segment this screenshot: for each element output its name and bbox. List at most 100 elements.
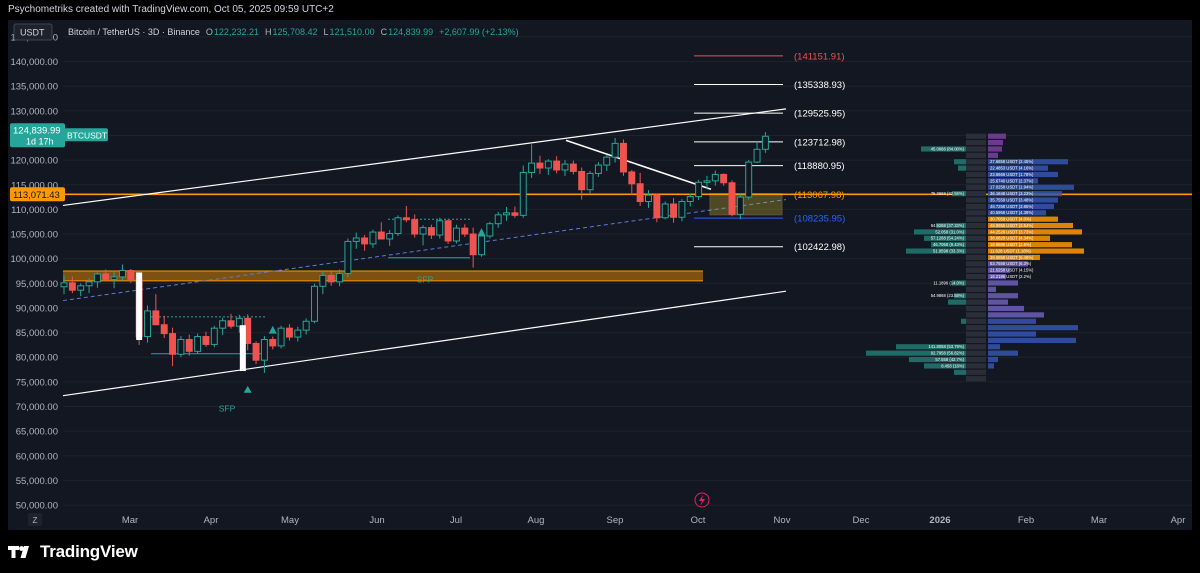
zoom-button <box>28 513 42 526</box>
candle-body <box>127 270 135 280</box>
candle-body <box>110 276 118 280</box>
y-tick-label: 55,000.00 <box>16 476 58 487</box>
vp-center-cell <box>966 203 986 209</box>
vp-center-cell <box>966 133 986 139</box>
candle-body <box>753 148 761 163</box>
candle-body <box>703 180 711 183</box>
vp-center-cell <box>966 286 986 292</box>
vp-right-label: 48.7258 USDT (3.85%) <box>990 204 1034 209</box>
vp-right-bar <box>988 133 1006 139</box>
vp-left-bar <box>924 235 966 241</box>
candle-body <box>761 135 769 150</box>
candles <box>60 132 769 374</box>
vp-right-bar <box>988 356 998 363</box>
candle-body <box>661 203 669 219</box>
y-tick-label: 90,000.00 <box>16 303 58 314</box>
highlight-candle <box>136 272 143 340</box>
vp-center-cell <box>966 363 986 369</box>
vp-left-bar <box>952 191 966 197</box>
candle-body <box>68 282 76 291</box>
vp-left-bar <box>961 318 966 324</box>
candle-body <box>402 217 410 221</box>
candle-body <box>611 142 619 158</box>
vp-left-bar <box>958 165 966 171</box>
candle-body <box>60 282 68 288</box>
vp-right-bar <box>988 222 1073 229</box>
vp-right-bar <box>988 242 1072 248</box>
x-tick-label: 2026 <box>929 515 950 526</box>
x-tick-label: Feb <box>1018 515 1034 526</box>
fib-label: (141151.91) <box>794 51 845 62</box>
vp-left-label: 54.9868 (23.58%) <box>931 293 965 298</box>
vp-left-label: 57.1268 (54.24%) <box>931 236 965 241</box>
last-price-badge <box>10 123 65 148</box>
vp-center-cell <box>966 242 986 248</box>
candle-body <box>452 227 460 242</box>
candle-body <box>419 227 427 235</box>
candle-body <box>728 182 736 215</box>
y-tick-label: 80,000.00 <box>16 353 58 364</box>
volume-profile-labels: 27.6858 USDT (2.45%) 22.4853 USDT (4.16%)… <box>928 146 1034 368</box>
close-value: 124,839.99 <box>388 27 433 37</box>
candle-body <box>177 338 185 355</box>
candle-body <box>369 231 377 245</box>
vp-center-cell <box>966 210 986 216</box>
sfp-label: SFP <box>417 274 434 284</box>
y-tick-label: 105,000.00 <box>10 230 58 241</box>
x-tick-label: Nov <box>774 515 791 526</box>
candle-body <box>736 196 744 215</box>
last-price-value: 124,839.99 <box>13 125 61 136</box>
vp-left-label: 141.8058 (53.79%) <box>928 344 964 349</box>
candle-body <box>361 237 369 245</box>
candle-body <box>586 172 594 191</box>
candle-body <box>528 162 536 173</box>
low-key: L <box>324 27 329 37</box>
candle-body <box>118 270 126 278</box>
vp-right-label: 39.0858 USDT (5.48%) <box>990 255 1034 260</box>
candle-body <box>319 274 327 287</box>
vp-left-label: 51.9598 (33.3%) <box>933 248 965 253</box>
x-tick-label: Apr <box>204 515 219 526</box>
candlestick-chart[interactable]: 145,000.00140,000.00135,000.00130,000.00… <box>8 20 1192 530</box>
vp-left-label: 11.1896 (14.0%) <box>933 280 964 285</box>
vp-center-cell <box>966 191 986 197</box>
x-tick-label: Jul <box>450 515 462 526</box>
vp-left-label: 8.458 (18%) <box>941 363 964 368</box>
close-key: C <box>381 27 388 37</box>
vp-center-cell <box>966 140 986 146</box>
vp-right-label: 22.4853 USDT (4.16%) <box>990 166 1034 171</box>
vp-left-bar <box>936 222 966 229</box>
candle-body <box>169 333 177 355</box>
vp-left-bar <box>914 229 966 235</box>
vp-center-cell <box>966 305 986 312</box>
volume-profile <box>866 133 1084 382</box>
vp-right-bar <box>988 184 1074 190</box>
vp-left-bar <box>924 363 966 369</box>
vp-left-label: 92.7958 (56.82%) <box>931 351 965 356</box>
vp-center-cell <box>966 197 986 203</box>
channel-lower-line <box>62 290 787 397</box>
vp-right-bar <box>988 261 1028 267</box>
y-tick-label: 75,000.00 <box>16 377 58 388</box>
candle-body <box>269 338 277 347</box>
vp-left-bar <box>954 159 966 165</box>
x-tick-label: Dec <box>853 515 870 526</box>
y-tick-label: 70,000.00 <box>16 402 58 413</box>
candle-body <box>519 171 527 216</box>
vp-right-bar <box>988 254 1040 261</box>
candle-body <box>686 196 694 203</box>
fib-label: (113067.98) <box>794 190 845 201</box>
tradingview-logo-icon <box>8 546 29 558</box>
candle-body <box>436 220 444 236</box>
candle-body <box>160 324 168 335</box>
legend: USDT Bitcoin / TetherUS · 3D · Binance O 12… <box>13 23 519 41</box>
candle-body <box>386 233 394 240</box>
vp-center-cell <box>966 165 986 171</box>
candle-body <box>344 240 352 274</box>
candle-body <box>653 194 661 219</box>
y-tick-label: 85,000.00 <box>16 328 58 339</box>
y-tick-label: 135,000.00 <box>10 82 58 93</box>
vp-left-bar <box>931 242 966 248</box>
vp-center-cell <box>966 184 986 190</box>
